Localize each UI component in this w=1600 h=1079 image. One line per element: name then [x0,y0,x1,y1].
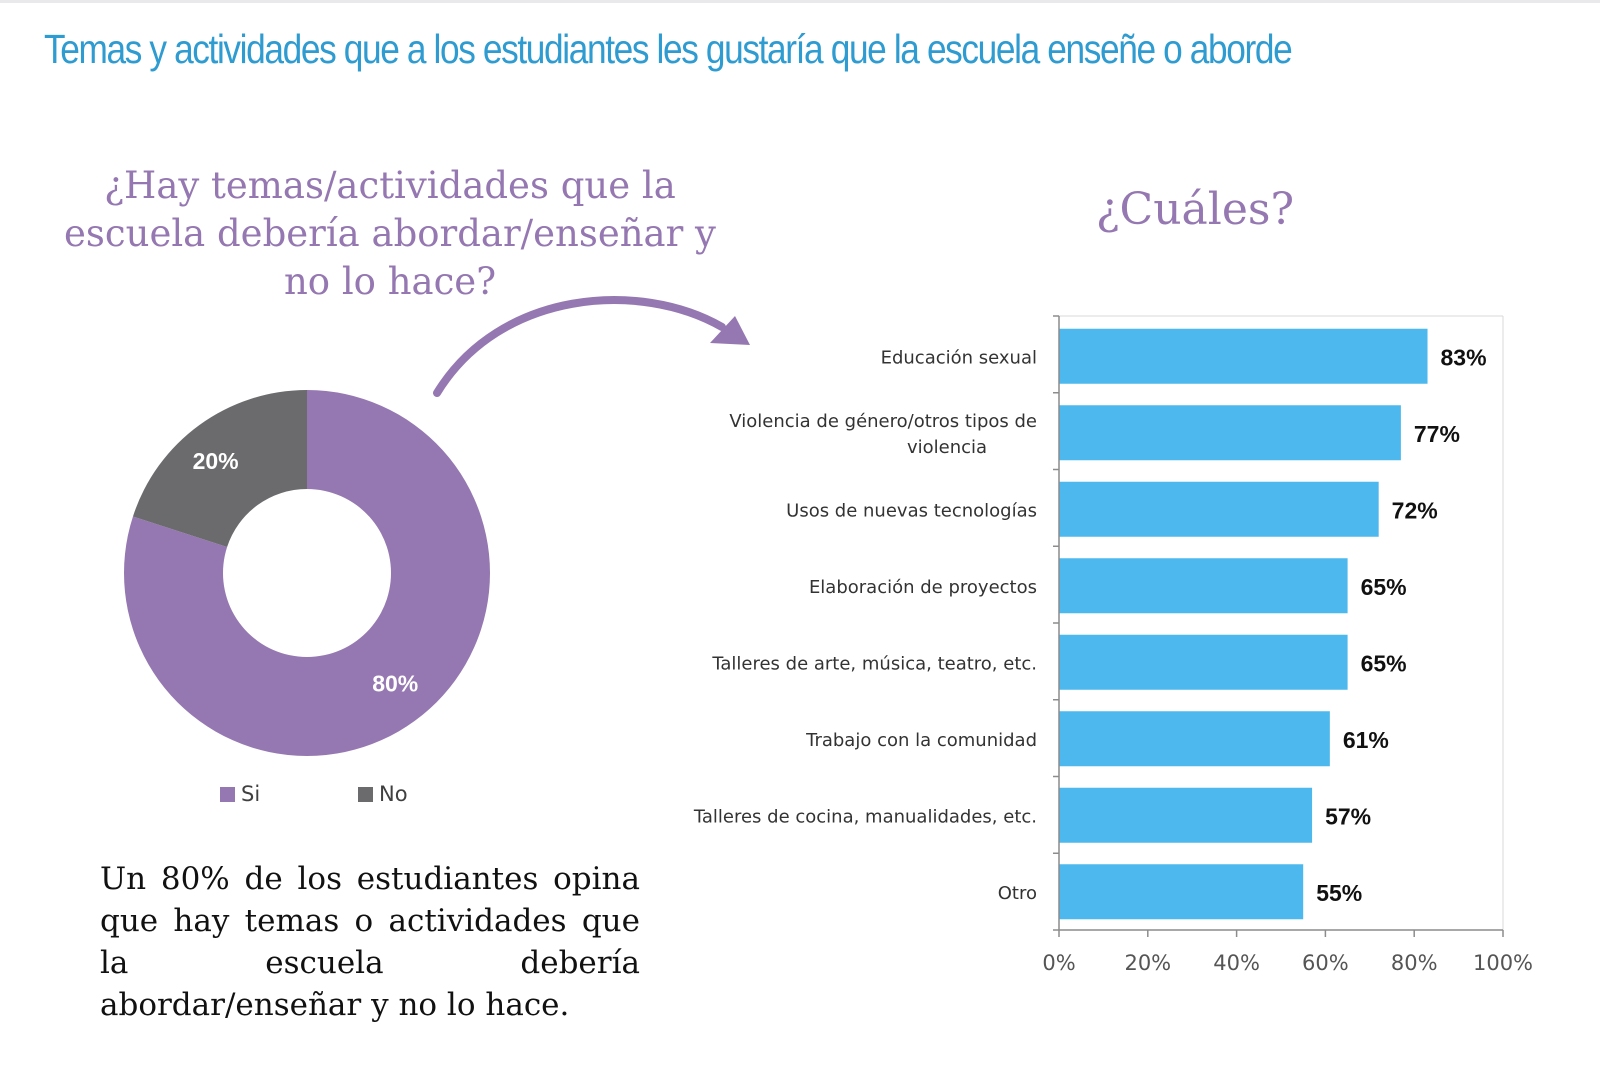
category-label: Talleres de cocina, manualidades, etc. [693,806,1037,827]
bar-value-label: 65% [1361,650,1407,676]
bar [1059,864,1304,920]
legend-item-no: No [358,782,496,806]
donut-question: ¿Hay temas/actividades que la escuela de… [64,164,716,303]
category-label: Talleres de arte, música, teatro, etc. [711,653,1037,674]
donut-data-label: 20% [193,448,239,474]
legend-swatch-no [358,786,373,802]
bar-value-label: 83% [1441,344,1487,370]
x-tick-label: 80% [1391,951,1438,975]
x-tick-label: 100% [1473,951,1533,975]
x-tick-label: 0% [1042,951,1075,975]
donut-slice-no [132,390,307,548]
category-label: Elaboración de proyectos [809,577,1037,598]
bar-chart-heading: ¿Cuáles? [1095,184,1295,235]
arrow-head-icon [710,316,750,345]
page-title: Temas y actividades que a los estudiante… [44,26,1293,72]
x-tick-label: 40% [1213,951,1260,975]
top-rule [0,0,1600,3]
category-label: Usos de nuevas tecnologías [786,500,1037,521]
donut-chart: 80% 20% [124,390,491,756]
bar-value-label: 65% [1361,574,1407,600]
bar [1059,558,1348,614]
category-label: Violencia de género/otros tipos de violen… [729,411,1037,458]
bar [1059,711,1330,767]
bar-value-label: 61% [1343,727,1389,753]
bar [1059,328,1428,384]
category-label: Trabajo con la comunidad [805,730,1037,751]
bar-value-label: 72% [1392,497,1438,523]
bar [1059,405,1401,461]
legend-item-si: Si [220,782,358,806]
donut-legend: Si No [220,782,496,806]
bar-value-label: 77% [1414,421,1460,447]
summary-text: Un 80% de los estudiantes opina que hay … [100,861,640,1023]
bar [1059,634,1348,690]
donut-slice-si [124,390,491,756]
x-tick-label: 20% [1124,951,1171,975]
category-label: Educación sexual [881,347,1037,368]
legend-swatch-si [220,786,235,802]
bar [1059,787,1313,843]
bar-value-label: 55% [1316,880,1362,906]
legend-label-si: Si [241,782,261,806]
bar-chart: 83% Educación sexual 77% Violencia de géner… [693,315,1533,975]
category-label: Otro [998,883,1037,904]
donut-data-label: 80% [372,670,418,696]
bar-value-label: 57% [1325,803,1371,829]
curved-arrow-icon [433,296,726,397]
legend-label-no: No [379,782,408,806]
bar [1059,481,1379,537]
x-tick-label: 60% [1302,951,1349,975]
